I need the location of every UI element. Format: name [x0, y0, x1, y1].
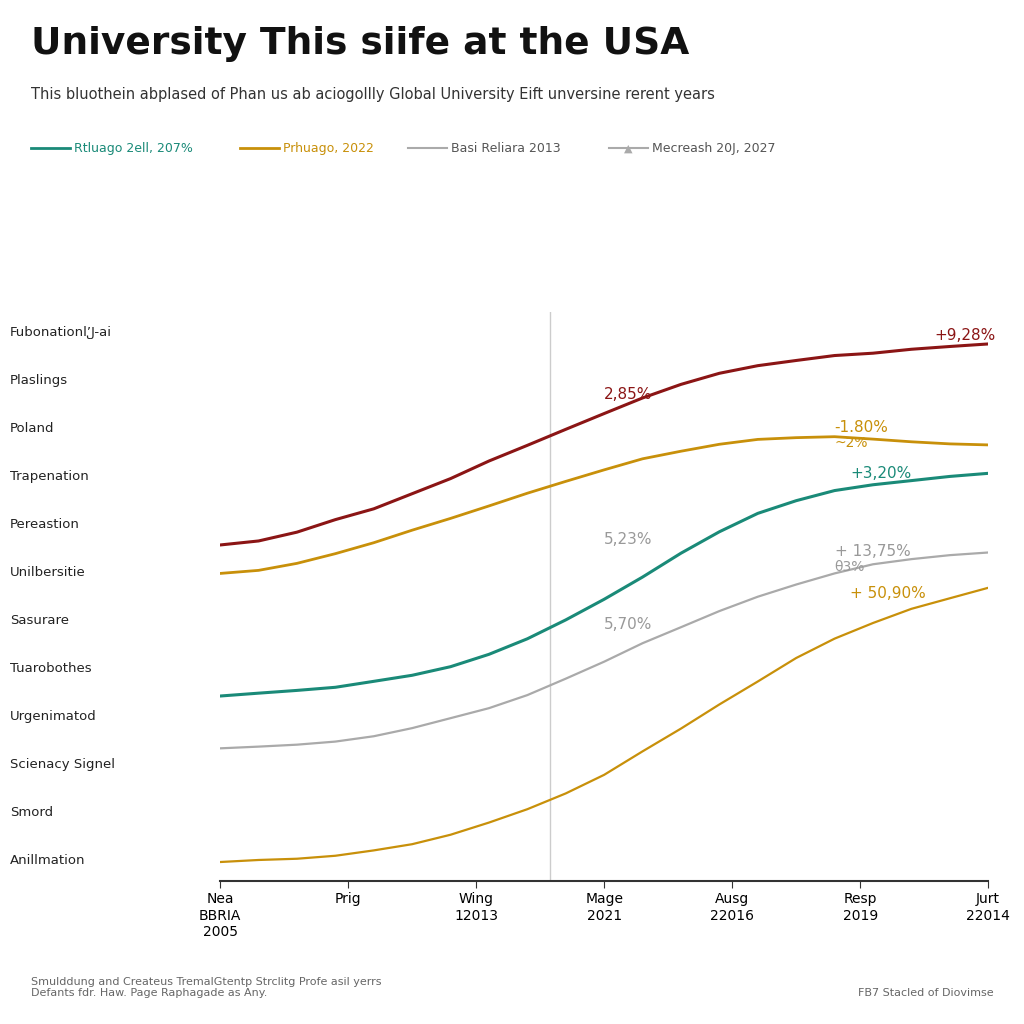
Text: +9,28%: +9,28%: [934, 328, 995, 343]
Text: ▲: ▲: [624, 143, 633, 154]
Text: Mecreash 20J, 2027: Mecreash 20J, 2027: [652, 142, 775, 155]
Text: Plaslings: Plaslings: [10, 374, 69, 387]
Text: Unilbersitie: Unilbersitie: [10, 566, 86, 579]
Text: Basi Reliara 2013: Basi Reliara 2013: [451, 142, 560, 155]
Text: ~2%: ~2%: [835, 436, 868, 450]
Text: Rtluago 2ell, 207%: Rtluago 2ell, 207%: [74, 142, 193, 155]
Text: Urgenimatod: Urgenimatod: [10, 710, 97, 723]
Text: 5,70%: 5,70%: [604, 617, 652, 632]
Text: Poland: Poland: [10, 422, 54, 435]
Text: 5,23%: 5,23%: [604, 532, 652, 547]
Text: + 13,75%: + 13,75%: [835, 544, 910, 559]
Text: -1.80%: -1.80%: [835, 420, 889, 434]
Text: Smulddung and Createus TremalGtentp Strclitg Profe asil yerrs
Defants fdr. Haw. : Smulddung and Createus TremalGtentp Strc…: [31, 977, 381, 998]
Text: Smord: Smord: [10, 806, 53, 819]
Text: Fubonationl’̢J-ai: Fubonationl’̢J-ai: [10, 327, 113, 339]
Text: Pereastion: Pereastion: [10, 518, 80, 531]
Text: Sasurare: Sasurare: [10, 614, 70, 627]
Text: Trapenation: Trapenation: [10, 470, 89, 483]
Text: Prhuago, 2022: Prhuago, 2022: [284, 142, 374, 155]
Text: Anillmation: Anillmation: [10, 854, 86, 866]
Text: Tuarobothes: Tuarobothes: [10, 662, 92, 675]
Text: University This siife at the USA: University This siife at the USA: [31, 26, 689, 61]
Text: FB7 Stacled of Diovimse: FB7 Stacled of Diovimse: [858, 988, 993, 998]
Text: θ3%: θ3%: [835, 560, 865, 574]
Text: +3,20%: +3,20%: [850, 466, 911, 481]
Text: This bluothein abplased of Phan us ab aciogollly Global University Eift unversin: This bluothein abplased of Phan us ab ac…: [31, 87, 715, 102]
Text: 2,85%: 2,85%: [604, 387, 652, 402]
Text: + 50,90%: + 50,90%: [850, 586, 926, 601]
Text: Scienacy Signel: Scienacy Signel: [10, 758, 116, 771]
